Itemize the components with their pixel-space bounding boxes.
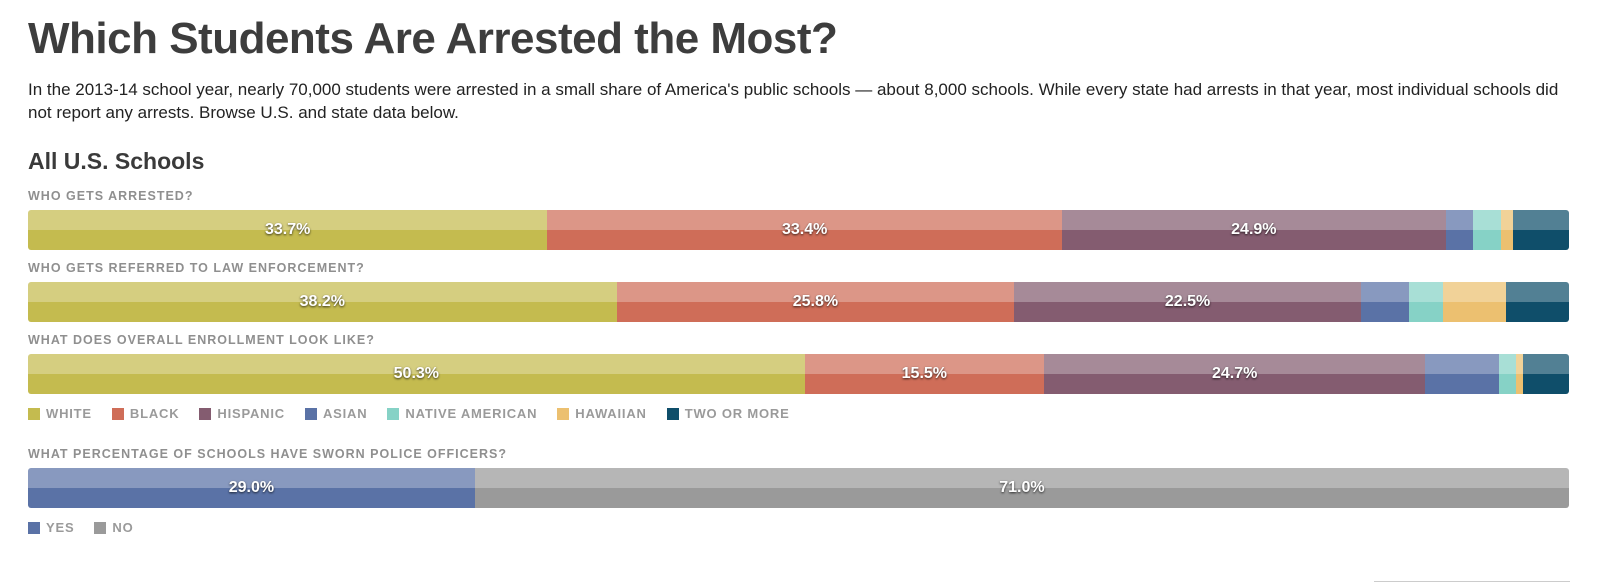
bar-segment-black: 25.8% [616, 282, 1015, 322]
bar-segment-asian [1425, 354, 1500, 394]
bar-segment-hawaiian [1516, 354, 1523, 394]
legend-swatch [28, 407, 40, 420]
legend-item-asian: ASIAN [304, 406, 368, 421]
legend-item-two-or-more: TWO OR MORE [666, 406, 790, 421]
legend-label: YES [46, 520, 75, 535]
legend-swatch [387, 407, 400, 420]
data-label-hispanic: 22.5% [1164, 293, 1211, 310]
legend-label: HAWAIIAN [575, 406, 647, 421]
data-label-white: 50.3% [393, 365, 440, 382]
bar-segment-yes: 29.0% [28, 468, 475, 508]
data-label-black: 33.4% [781, 221, 828, 238]
bar-segment-native-american [1499, 354, 1517, 394]
legend-swatch [666, 407, 679, 420]
legend-swatch [557, 407, 570, 420]
bar-segment-white: 50.3% [28, 354, 805, 394]
legend-label: NO [112, 520, 134, 535]
legend-label: ASIAN [322, 406, 368, 421]
bar-segment-two-or-more [1522, 354, 1569, 394]
data-label-black: 15.5% [901, 365, 948, 382]
bar-segment-native-american [1408, 282, 1443, 322]
section-title: All U.S. Schools [28, 148, 205, 174]
legend-label: TWO OR MORE [684, 406, 790, 421]
chart-referred-title: WHO GETS REFERRED TO LAW ENFORCEMENT? [28, 261, 365, 275]
data-label-hispanic: 24.7% [1212, 365, 1258, 382]
bar-segment-hawaiian [1501, 210, 1514, 250]
legend-label: BLACK [129, 406, 180, 421]
legend-item-yes: YES [28, 520, 74, 535]
bar-segment-hispanic: 22.5% [1014, 282, 1361, 322]
race-legend: WHITE BLACK HISPANIC ASIAN NATIVE AMERICAN HA… [28, 406, 810, 421]
data-label-white: 33.7% [264, 221, 311, 238]
legend-item-hawaiian: HAWAIIAN [557, 406, 646, 421]
chart-enrollment-bar: 50.3% 15.5% 24.7% [28, 354, 1569, 394]
legend-swatch [304, 407, 317, 420]
bar-segment-asian [1360, 282, 1409, 322]
chart-police-bar: 29.0% 71.0% [28, 468, 1569, 508]
legend-item-hispanic: HISPANIC [199, 406, 285, 421]
chart-arrested-title: WHO GETS ARRESTED? [28, 189, 194, 203]
data-label-white: 38.2% [299, 293, 346, 310]
legend-label: NATIVE AMERICAN [405, 406, 538, 421]
data-label-no: 71.0% [999, 479, 1045, 496]
bar-segment-hispanic: 24.7% [1044, 354, 1426, 394]
legend-label: WHITE [46, 406, 92, 421]
legend-swatch [111, 407, 124, 420]
page-title: Which Students Are Arrested the Most? [28, 14, 838, 63]
intro-paragraph: In the 2013-14 school year, nearly 70,00… [28, 80, 1559, 122]
legend-item-native-american: NATIVE AMERICAN [387, 406, 537, 421]
bar-segment-native-american [1473, 210, 1502, 250]
legend-swatch [199, 407, 212, 420]
legend-swatch [28, 521, 40, 534]
data-label-yes: 29.0% [228, 479, 275, 496]
bar-segment-black: 33.4% [547, 210, 1062, 250]
bar-segment-black: 15.5% [804, 354, 1044, 394]
bar-segment-white: 38.2% [28, 282, 617, 322]
legend-swatch [94, 521, 107, 534]
data-label-hispanic: 24.9% [1231, 221, 1277, 238]
bar-segment-white: 33.7% [28, 210, 548, 250]
legend-label: HISPANIC [217, 406, 285, 421]
bar-segment-hispanic: 24.9% [1062, 210, 1446, 250]
chart-referred-bar: 38.2% 25.8% 22.5% [28, 282, 1569, 322]
legend-item-no: NO [94, 520, 133, 535]
bar-segment-asian [1445, 210, 1474, 250]
chart-enrollment-title: WHAT DOES OVERALL ENROLLMENT LOOK LIKE? [28, 333, 375, 347]
bar-segment-no: 71.0% [474, 468, 1569, 508]
legend-item-white: WHITE [28, 406, 92, 421]
bar-segment-two-or-more [1505, 282, 1569, 322]
police-legend: YES NO [28, 520, 154, 535]
data-label-black: 25.8% [792, 293, 839, 310]
bar-segment-hawaiian [1442, 282, 1506, 322]
chart-arrested-bar: 33.7% 33.4% 24.9% [28, 210, 1569, 250]
bar-segment-two-or-more [1513, 210, 1569, 250]
legend-item-black: BLACK [111, 406, 180, 421]
chart-police-title: WHAT PERCENTAGE OF SCHOOLS HAVE SWORN PO… [28, 447, 508, 461]
